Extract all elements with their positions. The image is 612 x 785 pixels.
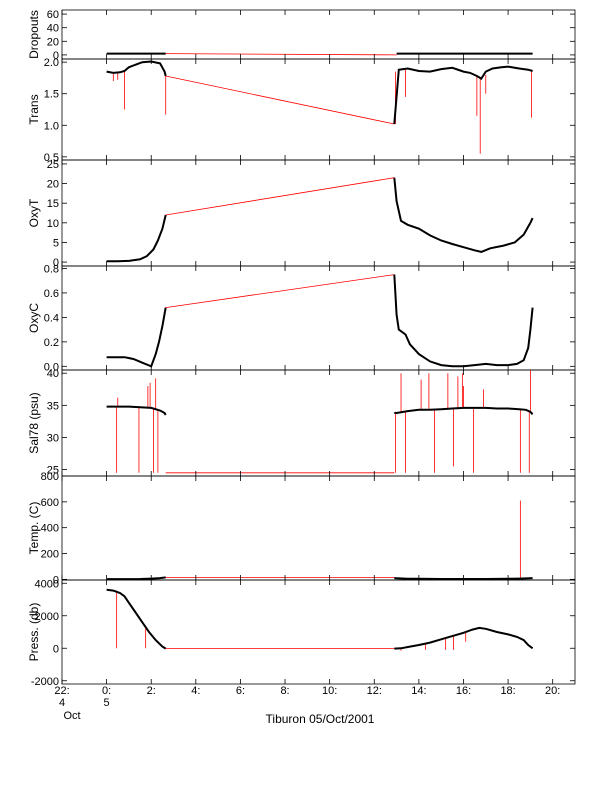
y-tick-label: 400 (41, 523, 59, 535)
data-line (106, 214, 167, 263)
x-tick-label: 14: (411, 685, 426, 697)
y-tick-label: 5 (53, 237, 59, 249)
y-tick-label: 0.2 (44, 337, 59, 349)
data-line (106, 588, 167, 650)
data-line (393, 65, 533, 125)
panel-4: 25 30 35 40 Sal78 (psu) (27, 368, 576, 477)
y-axis-label: Temp. (C) (27, 502, 41, 555)
x-tick-label: 12: (367, 685, 382, 697)
x-tick-label: 2: (147, 685, 156, 697)
x-tick-label: 0: (102, 685, 111, 697)
y-tick-label: 40 (47, 23, 59, 35)
x-tick-label: 8: (280, 685, 289, 697)
data-line (106, 576, 166, 581)
panel-3: 0.0 0.2 0.4 0.6 0.8 OxyC (27, 263, 576, 373)
gap-line (165, 177, 395, 216)
x-tick-label: 4: (191, 685, 200, 697)
panel-frame (61, 475, 576, 581)
panel-frame (61, 579, 576, 685)
x-tick-label: 20: (545, 685, 560, 697)
y-tick-label: 0.0 (44, 361, 59, 373)
gap-line (165, 75, 395, 125)
y-tick-label: 1.0 (44, 120, 59, 132)
y-tick-label: 0.4 (44, 312, 59, 324)
y-tick-label: 4000 (35, 578, 59, 590)
x-day-label: 5 (104, 697, 110, 709)
x-tick-label: 10: (322, 685, 337, 697)
y-tick-label: 20 (47, 179, 59, 191)
y-tick-label: 60 (47, 9, 59, 21)
y-tick-label: 35 (47, 400, 59, 412)
y-tick-label: 40 (47, 368, 59, 380)
data-line (393, 177, 534, 253)
y-tick-label: 0 (53, 50, 59, 62)
gap-line (165, 274, 395, 308)
panel-1: 0.5 1.0 1.5 2.0 Trans (27, 57, 576, 164)
y-tick-label: 0.5 (44, 152, 59, 164)
y-tick-label: 20 (47, 36, 59, 48)
chart-panels: 0204060Dropouts0.51.01.52.0Trans05101520… (27, 9, 576, 688)
panel-5: 0 200 400 600 800 Temp. (C) (27, 471, 576, 586)
panel-frame (61, 265, 576, 371)
y-tick-label: 600 (41, 497, 59, 509)
x-tick-label: 16: (456, 685, 471, 697)
y-tick-label: 1.5 (44, 89, 59, 101)
y-axis-label: OxyC (27, 303, 41, 333)
y-tick-label: 200 (41, 549, 59, 561)
data-line (106, 307, 167, 368)
x-tick-label: 6: (236, 685, 245, 697)
chart-title: Tiburon 05/Oct/2001 (266, 712, 375, 726)
data-line (394, 406, 534, 415)
y-tick-label: 0.8 (44, 263, 59, 275)
y-tick-label: 2.0 (44, 57, 59, 69)
panel-6: -2000 0 2000 4000 Press. (db) (27, 578, 576, 688)
x-day-label: 4 (59, 697, 65, 709)
y-tick-label: 25 (47, 465, 59, 477)
y-tick-label: 30 (47, 432, 59, 444)
gap-line (165, 53, 397, 56)
y-tick-label: 0.6 (44, 288, 59, 300)
x-tick-label: 22: (54, 685, 69, 697)
y-axis-label: Press. (db) (27, 603, 41, 662)
y-axis-label: Sal78 (psu) (27, 392, 41, 453)
y-axis-label: OxyT (27, 198, 41, 227)
y-tick-label: 0 (53, 257, 59, 269)
y-tick-label: 0 (53, 574, 59, 586)
y-tick-label: 10 (47, 218, 59, 230)
panel-frame (61, 9, 576, 60)
panel-2: 0 5 10 15 20 25 OxyT (27, 159, 576, 269)
y-axis-label: Dropouts (27, 10, 41, 59)
y-tick-label: 800 (41, 471, 59, 483)
y-tick-label: 2000 (35, 611, 59, 623)
x-tick-label: 18: (500, 685, 515, 697)
panel-frame (61, 159, 576, 267)
y-tick-label: 0 (53, 643, 59, 655)
data-line (106, 60, 167, 77)
data-line (393, 274, 534, 368)
panel-frame (61, 58, 576, 161)
y-tick-label: 15 (47, 198, 59, 210)
y-axis-label: Trans (27, 94, 41, 124)
y-tick-label: -2000 (31, 676, 59, 688)
data-line (394, 626, 534, 650)
data-line (106, 405, 167, 416)
x-month-label: Oct (63, 710, 80, 722)
x-axis: 22: 0: 2: 4: 6: 8: 10: 12: 14: 16: 18: 20: 4 5 Oct (54, 10, 560, 722)
y-tick-label: 25 (47, 159, 59, 171)
